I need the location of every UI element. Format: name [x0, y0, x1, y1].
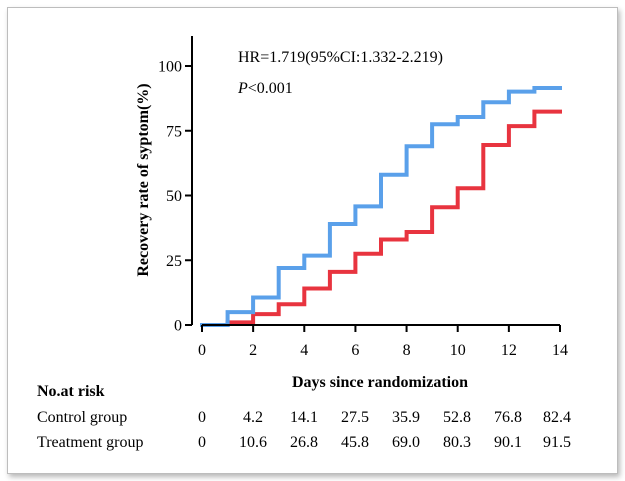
x-axis-title: Days since randomization: [292, 374, 468, 391]
risk-cell: 82.4: [543, 409, 571, 426]
risk-cell: 26.8: [290, 434, 318, 451]
axes-layer: [185, 36, 561, 332]
x-tick-label: 14: [552, 342, 568, 359]
risk-cell: 4.2: [243, 409, 263, 426]
y-tick-label: 50: [166, 188, 182, 205]
risk-cell: 0: [198, 434, 206, 451]
p-value: <0.001: [248, 80, 293, 97]
x-tick-label: 8: [403, 342, 411, 359]
risk-table: Control group 0 4.2 14.1 27.5 35.9 52.8 76.8 82.…: [37, 409, 571, 451]
curves-layer: [200, 86, 562, 327]
x-tick-label: 6: [351, 342, 359, 359]
x-tick-label: 12: [501, 342, 517, 359]
p-value-annotation: P<0.001: [237, 80, 293, 97]
series-line-treatment-group: [200, 86, 562, 327]
x-tick-label: 4: [300, 342, 308, 359]
risk-cell: 90.1: [494, 434, 522, 451]
y-tick-label: 0: [174, 318, 182, 335]
chart-frame: [7, 7, 618, 474]
x-tick-label: 10: [450, 342, 466, 359]
risk-cell: 45.8: [341, 434, 369, 451]
y-axis-title: Recovery rate of syptom(%): [135, 83, 152, 276]
risk-cell: 91.5: [543, 434, 571, 451]
x-tick-labels: 0 2 4 6 8 10 12 14: [198, 342, 568, 359]
series-line-control-group: [200, 109, 562, 327]
hazard-ratio-annotation: HR=1.719(95%CI:1.332-2.219): [238, 49, 443, 66]
x-tick-label: 2: [249, 342, 257, 359]
risk-row-label-treatment-group: Treatment group: [37, 434, 144, 451]
y-tick-label: 25: [166, 253, 182, 270]
risk-cell: 0: [198, 409, 206, 426]
risk-cell: 35.9: [392, 409, 420, 426]
risk-cell: 69.0: [392, 434, 420, 451]
risk-cell: 14.1: [290, 409, 318, 426]
risk-table-title: No.at risk: [37, 383, 105, 400]
risk-cell: 27.5: [341, 409, 369, 426]
risk-cell: 80.3: [443, 434, 471, 451]
y-tick-label: 100: [158, 59, 182, 76]
y-tick-label: 75: [166, 123, 182, 140]
risk-cell: 52.8: [443, 409, 471, 426]
risk-cell: 76.8: [494, 409, 522, 426]
risk-row-label-control-group: Control group: [37, 409, 127, 426]
p-label: P: [237, 80, 248, 97]
x-tick-label: 0: [198, 342, 206, 359]
y-tick-labels: 0 25 50 75 100: [158, 59, 182, 335]
risk-cell: 10.6: [239, 434, 267, 451]
